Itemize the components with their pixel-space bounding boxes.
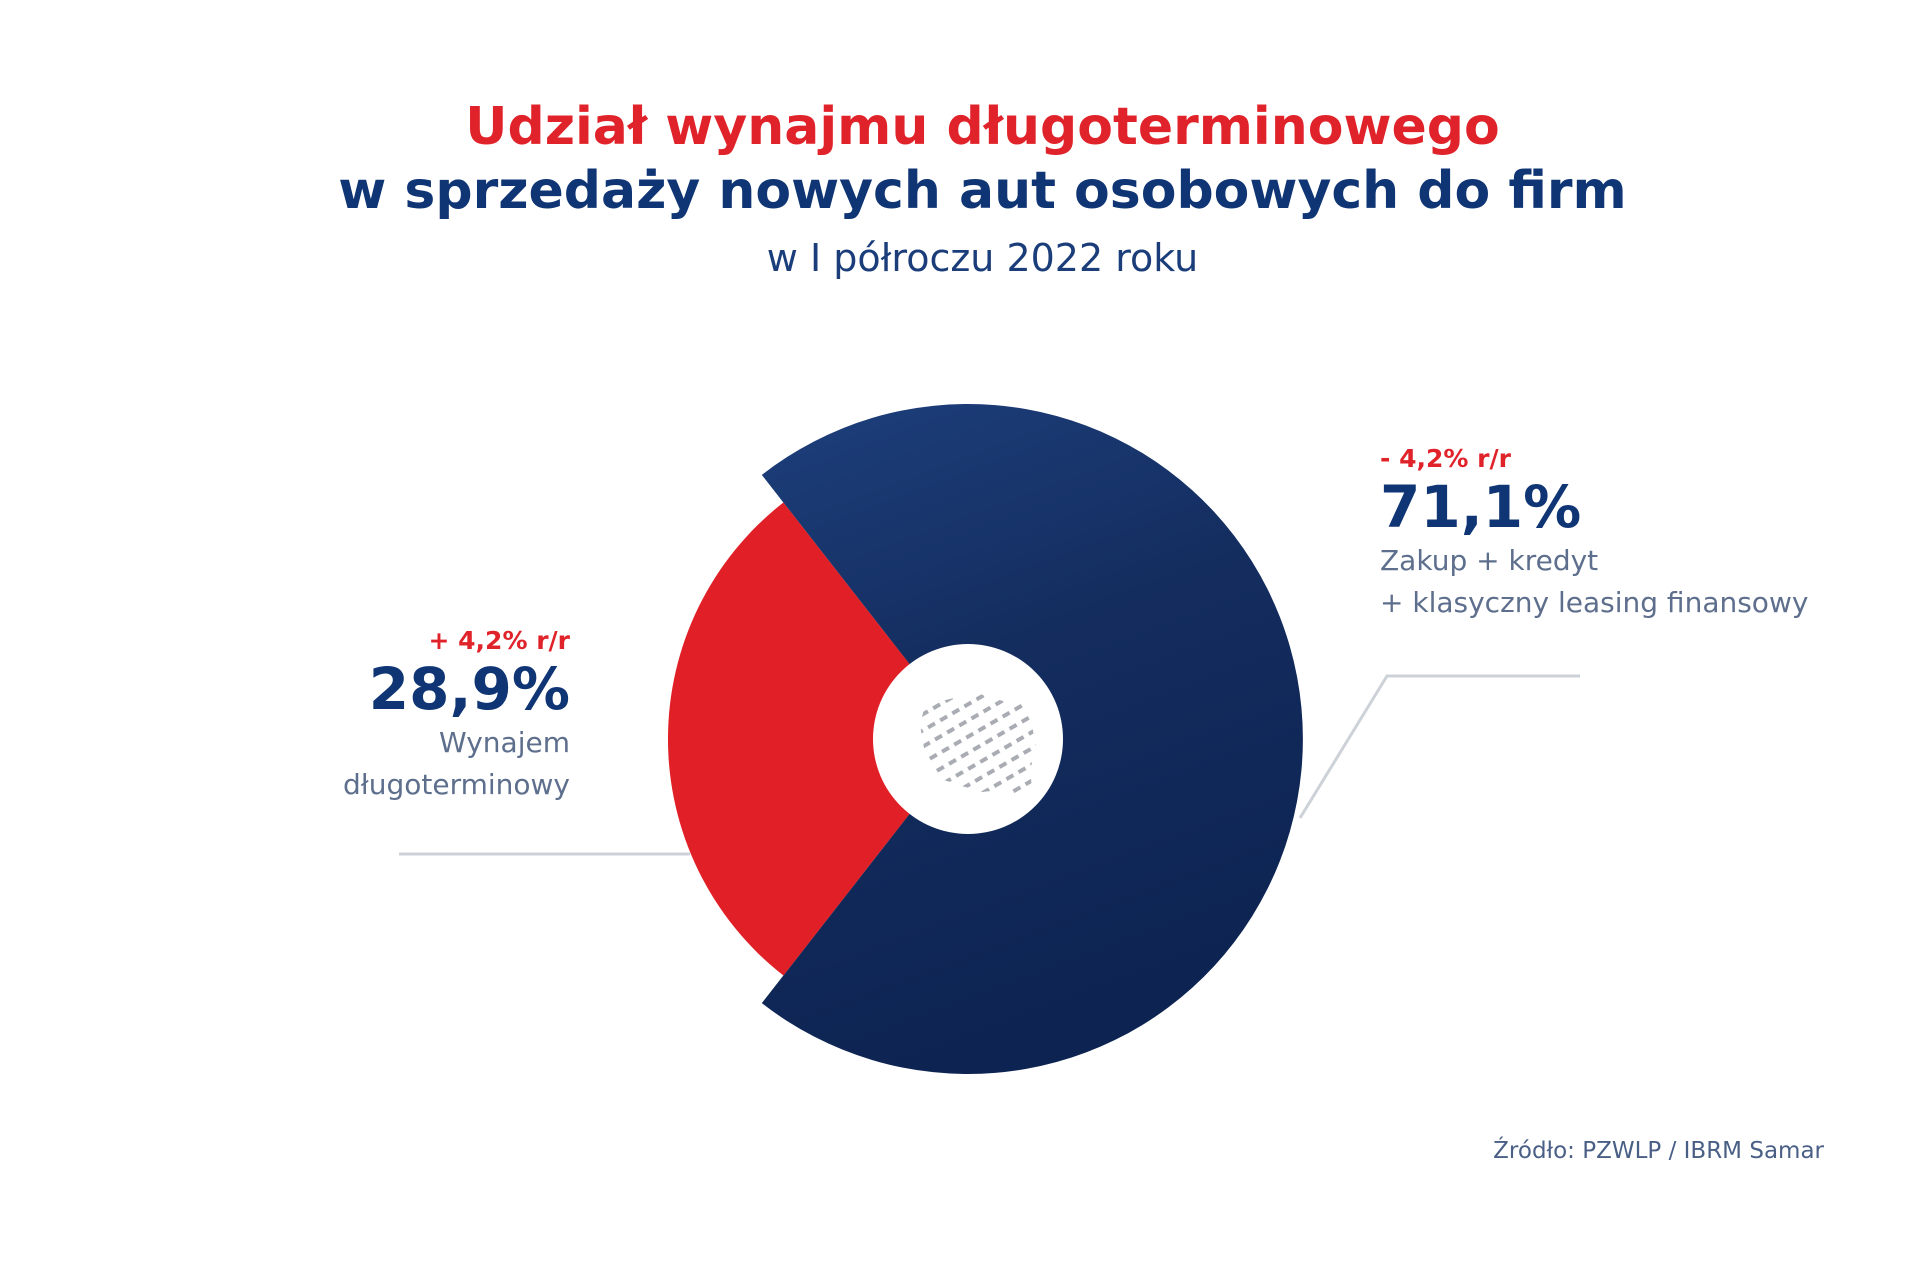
- chart-title: Udział wynajmu długoterminowego w sprzed…: [0, 95, 1920, 287]
- pie-slice-wynajem-dlugoterminowy: [667, 502, 968, 976]
- title-line-1: Udział wynajmu długoterminowego: [465, 97, 1500, 157]
- desc-right-2: + klasyczny leasing finansowy: [1380, 586, 1809, 619]
- desc-right-1: Zakup + kredyt: [1380, 544, 1599, 577]
- source-note: Źródło: PZWLP / IBRM Samar: [1493, 1138, 1824, 1164]
- change-right: - 4,2% r/r: [1380, 444, 1511, 473]
- slice-label-left: + 4,2% r/r 28,9% Wynajem długoterminowy: [343, 626, 570, 806]
- slice-label-right: - 4,2% r/r 71,1% Zakup + kredyt + klasyc…: [1380, 444, 1808, 624]
- value-left: 28,9%: [368, 655, 570, 723]
- poland-map-icon: [920, 694, 1036, 795]
- change-left: + 4,2% r/r: [428, 626, 570, 655]
- value-right: 71,1%: [1380, 473, 1582, 541]
- desc-left-1: Wynajem: [439, 726, 570, 759]
- chart-subtitle: w I półroczu 2022 roku: [766, 236, 1199, 280]
- title-line-2: w sprzedaży nowych aut osobowych do firm: [338, 161, 1627, 221]
- leader-line-right: [1298, 674, 1580, 819]
- desc-left-2: długoterminowy: [342, 768, 570, 801]
